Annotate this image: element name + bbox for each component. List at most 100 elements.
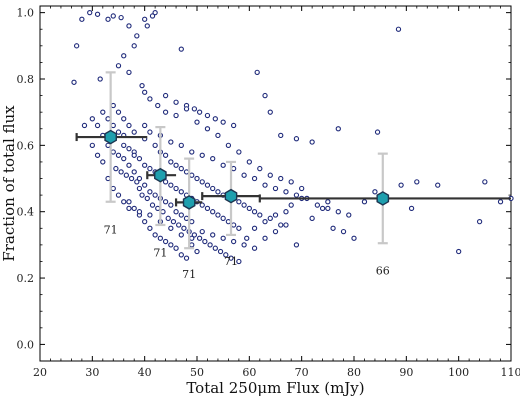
data-point [110, 149, 116, 155]
data-point [168, 139, 174, 145]
data-point [131, 43, 137, 49]
data-point [162, 238, 169, 245]
data-point [105, 16, 111, 22]
data-point [251, 175, 258, 182]
data-point [168, 202, 174, 208]
data-point [160, 209, 166, 215]
data-point [414, 179, 420, 185]
x-tick-label: 90 [399, 366, 413, 379]
data-point [293, 242, 300, 248]
bin-count-label: 71 [224, 255, 238, 268]
data-point [168, 225, 174, 231]
data-point [374, 129, 381, 135]
data-point [147, 189, 153, 195]
data-point [71, 79, 77, 85]
data-point [267, 215, 273, 221]
data-point [244, 235, 250, 241]
data-point [173, 112, 179, 119]
data-point [155, 102, 161, 109]
data-point [162, 199, 169, 205]
data-point [94, 122, 101, 129]
data-point [272, 185, 279, 192]
data-point [147, 129, 153, 135]
data-point [73, 43, 80, 49]
data-point [157, 235, 164, 241]
data-point [142, 182, 148, 188]
data-point [162, 92, 169, 99]
binned-markers [104, 129, 390, 210]
data-point [128, 175, 135, 182]
data-point [121, 116, 127, 122]
data-point [236, 225, 242, 231]
data-point [168, 159, 174, 165]
data-point [131, 169, 137, 175]
data-point [142, 219, 148, 225]
data-point [196, 109, 203, 115]
data-point [173, 99, 179, 105]
data-point [183, 169, 190, 175]
data-point [299, 185, 305, 192]
axes-frame [39, 5, 512, 362]
data-point [97, 76, 103, 82]
data-point [220, 119, 226, 125]
data-point [131, 129, 137, 135]
data-point [142, 162, 148, 168]
data-point [278, 222, 284, 228]
data-point [346, 212, 352, 218]
y-tick-label: 0.4 [17, 206, 35, 219]
data-point [189, 149, 195, 155]
x-axis-ticks: 20 30 40 50 60 70 80 90 100 110 [33, 6, 520, 379]
data-point [191, 106, 198, 112]
data-point [126, 69, 132, 76]
data-point [408, 205, 415, 212]
data-point [115, 109, 122, 115]
data-point [168, 242, 174, 248]
data-point [330, 225, 336, 231]
data-point [476, 219, 483, 225]
data-point [372, 189, 378, 195]
data-point [236, 199, 242, 205]
data-point [79, 16, 85, 22]
data-point [181, 225, 187, 231]
data-point [162, 152, 169, 158]
data-point [183, 106, 190, 112]
data-point [126, 146, 132, 152]
x-tick-label: 110 [501, 366, 520, 379]
data-point [142, 16, 148, 22]
scatter-points [71, 9, 514, 265]
data-point [241, 242, 247, 248]
data-point [340, 228, 347, 235]
data-point [241, 202, 247, 208]
data-point [142, 89, 148, 95]
data-point [335, 126, 341, 132]
data-point [251, 225, 258, 231]
data-point [81, 122, 88, 129]
data-point [152, 142, 158, 148]
data-point [94, 11, 101, 17]
data-point [262, 182, 268, 188]
data-point [210, 232, 216, 238]
data-point [228, 255, 234, 261]
data-point [272, 212, 279, 218]
bin-count-label: 71 [153, 246, 167, 259]
data-point [178, 142, 184, 148]
data-point [142, 122, 148, 129]
data-point [168, 182, 174, 188]
data-point [162, 179, 169, 185]
data-point [215, 212, 221, 218]
x-tick-label: 100 [448, 366, 469, 379]
data-point [118, 169, 124, 175]
data-point [147, 212, 153, 218]
data-point [139, 82, 145, 89]
bin-count-label: 66 [376, 265, 390, 278]
data-point [351, 235, 357, 241]
data-point [257, 212, 263, 218]
data-point [189, 235, 195, 241]
data-point [115, 152, 122, 158]
data-point [293, 136, 300, 142]
data-point [246, 205, 252, 212]
data-point [278, 175, 284, 182]
data-point [178, 189, 184, 195]
x-axis-title: Total 250μm Flux (mJy) [186, 379, 364, 397]
